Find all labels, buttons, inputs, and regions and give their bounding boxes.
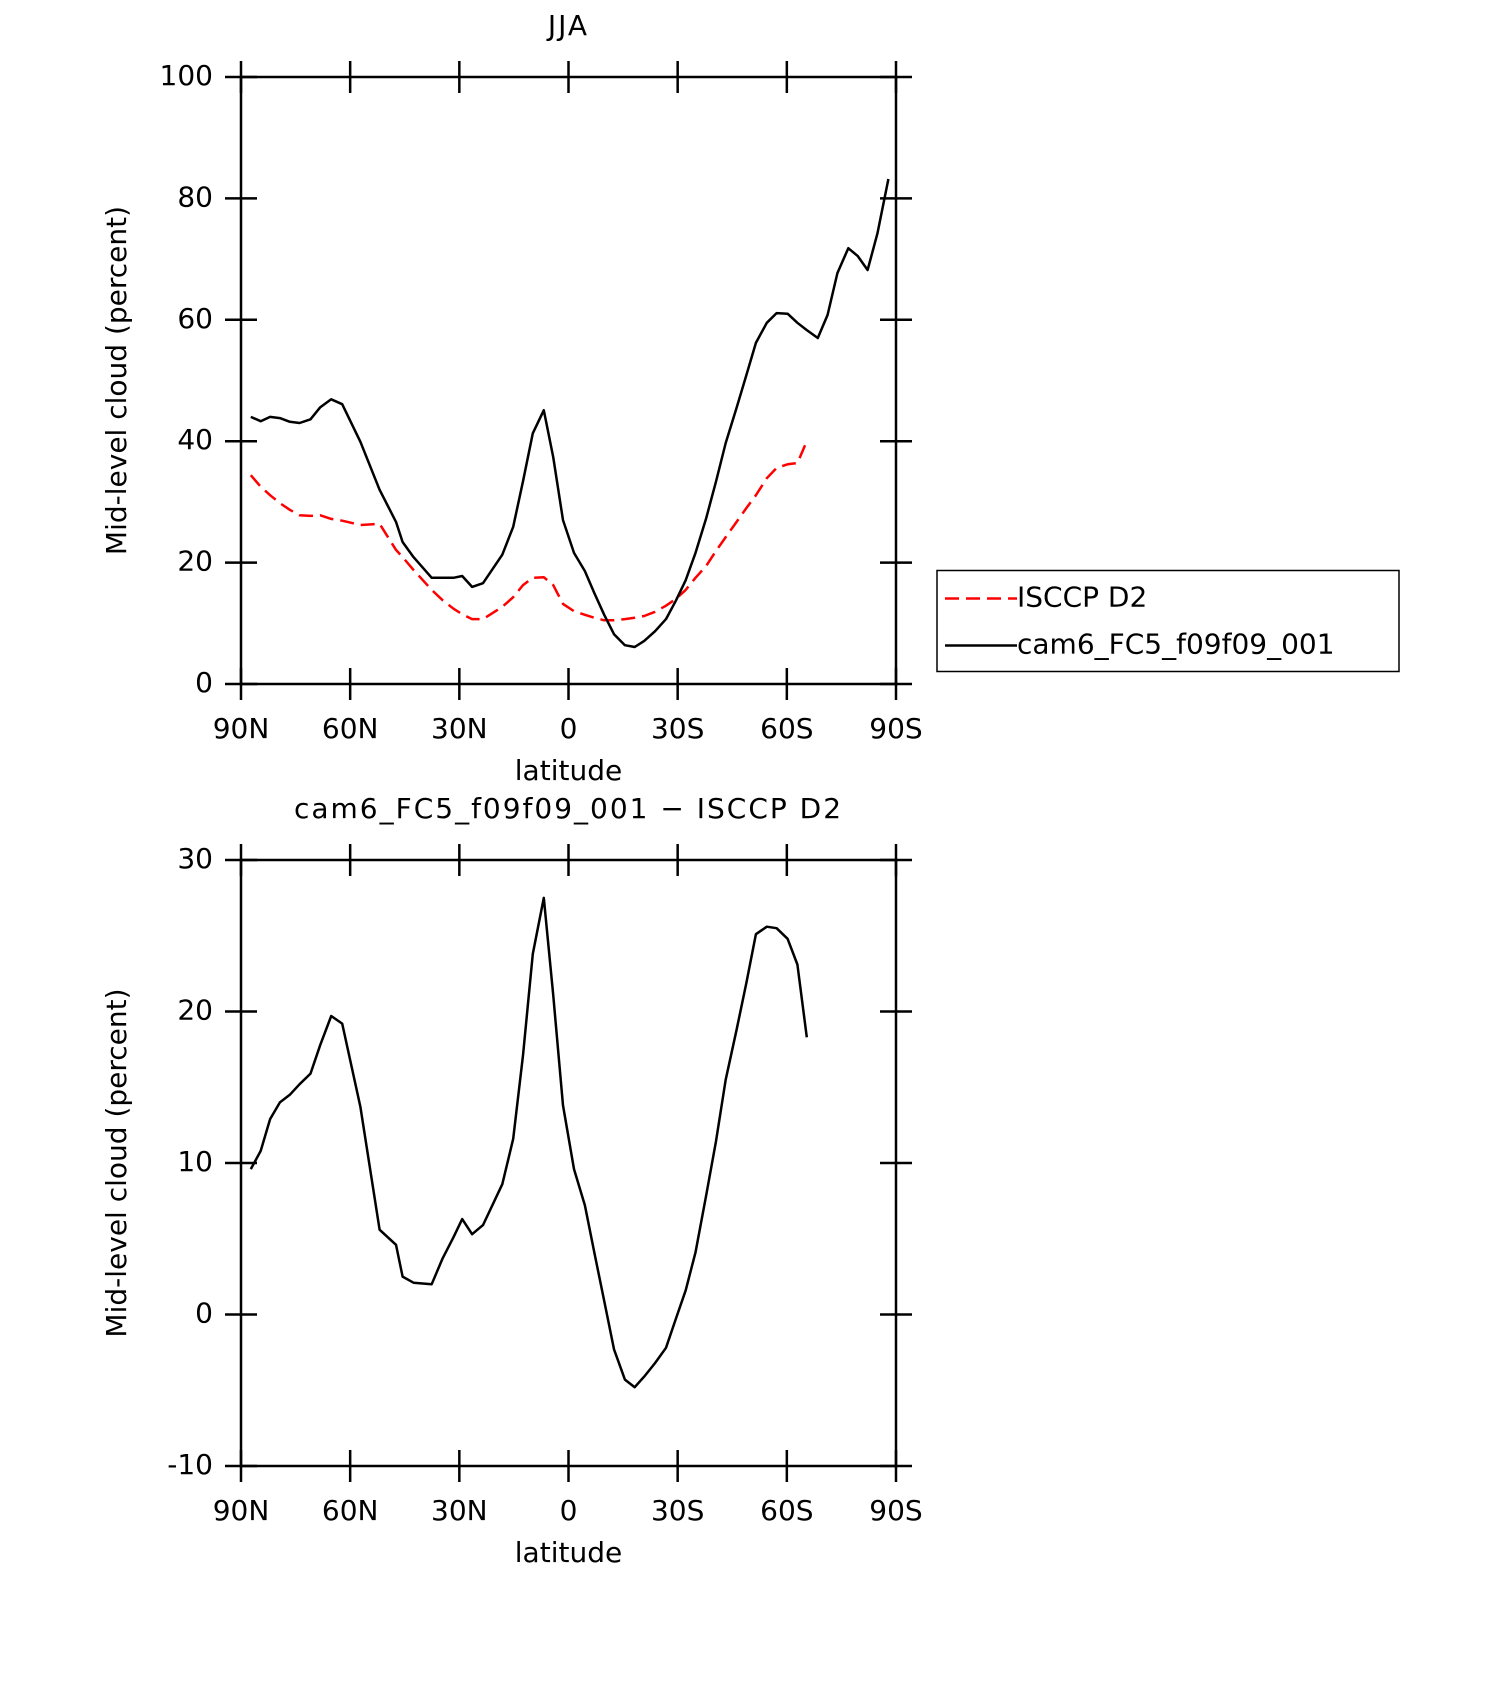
x-tick-label: 0 [560, 1494, 578, 1527]
x-tick-label: 90S [869, 712, 922, 745]
x-tick-label: 60N [322, 1494, 379, 1527]
chart-title: cam6_FC5_f09f09_001 − ISCCP D2 [294, 792, 843, 825]
x-tick-label: 0 [560, 712, 578, 745]
legend-label: ISCCP D2 [1017, 581, 1147, 614]
x-tick-label: 60N [322, 712, 379, 745]
y-tick-label: 100 [160, 59, 213, 92]
y-axis-label: Mid-level cloud (percent) [100, 206, 133, 555]
y-tick-label: 40 [177, 423, 213, 456]
y-tick-label: 20 [177, 994, 213, 1027]
y-tick-label: 10 [177, 1145, 213, 1178]
x-tick-label: 30S [651, 712, 704, 745]
x-tick-label: 30N [431, 712, 488, 745]
x-tick-label: 60S [760, 712, 813, 745]
plot-frame [239, 75, 898, 686]
plot-frame [239, 858, 898, 1468]
chart-title: JJA [546, 9, 589, 42]
x-tick-label: 60S [760, 1494, 813, 1527]
y-tick-label: 30 [177, 842, 213, 875]
x-axis-label: latitude [515, 754, 622, 787]
y-tick-label: 20 [177, 545, 213, 578]
legend-label: cam6_FC5_f09f09_001 [1017, 628, 1335, 661]
y-axis-label: Mid-level cloud (percent) [100, 988, 133, 1337]
x-tick-label: 90N [213, 1494, 270, 1527]
legend-box [936, 569, 1400, 673]
series-line [250, 178, 890, 649]
series-line [249, 896, 809, 1389]
x-tick-label: 90S [869, 1494, 922, 1527]
x-tick-label: 30N [431, 1494, 488, 1527]
y-tick-label: 0 [195, 1297, 213, 1330]
series-line [249, 440, 808, 622]
x-axis-label: latitude [515, 1536, 622, 1569]
x-tick-label: 90N [213, 712, 270, 745]
y-tick-label: 0 [195, 666, 213, 699]
x-tick-label: 30S [651, 1494, 704, 1527]
y-tick-label: -10 [167, 1448, 213, 1481]
y-tick-label: 60 [177, 302, 213, 335]
y-tick-label: 80 [177, 180, 213, 213]
